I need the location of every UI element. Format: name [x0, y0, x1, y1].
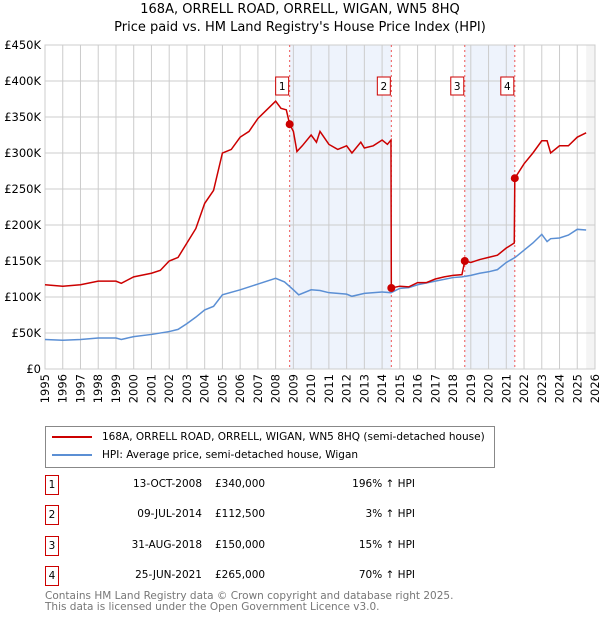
- y-tick-label: £50K: [12, 326, 42, 340]
- sale-date: 09-JUL-2014: [137, 508, 202, 521]
- x-tick-label: 2020: [482, 374, 496, 403]
- sale-row: 2 09-JUL-2014 £112,500 3% ↑ HPI: [45, 505, 445, 526]
- sale-hpi: 70% ↑ HPI: [358, 568, 415, 581]
- legend-red-line: [52, 436, 92, 438]
- x-tick-label: 2010: [304, 374, 318, 403]
- shaded-period-0: [289, 45, 392, 369]
- y-tick-label: £350K: [4, 110, 41, 124]
- x-tick-label: 2022: [517, 374, 531, 403]
- sale-date: 31-AUG-2018: [131, 538, 202, 551]
- x-tick-label: 2007: [251, 374, 265, 403]
- sale-number: 1: [45, 475, 59, 495]
- legend: 168A, ORRELL ROAD, ORRELL, WIGAN, WN5 8H…: [45, 426, 495, 468]
- x-tick-label: 2013: [357, 374, 371, 403]
- x-tick-label: 2005: [215, 374, 229, 403]
- y-tick-label: £450K: [4, 38, 41, 52]
- y-tick-label: £400K: [4, 74, 41, 88]
- y-tick-label: £100K: [4, 290, 41, 304]
- sale-number: 2: [45, 505, 59, 526]
- x-tick-label: 2024: [553, 374, 567, 403]
- sale-label: 3: [454, 81, 461, 93]
- x-tick-label: 1998: [91, 374, 105, 403]
- x-tick-label: 1997: [73, 374, 87, 403]
- x-tick-label: 2002: [162, 374, 176, 403]
- price-chart: £0 £50K £100K £150K £200K £250K £300K £350K £400…: [4, 38, 600, 403]
- sale-row: 3 31-AUG-2018 £150,000 15% ↑ HPI: [45, 535, 445, 556]
- legend-blue-line: [52, 454, 92, 456]
- legend-blue-label: HPI: Average price, semi-detached house,…: [102, 449, 359, 461]
- sale-hpi: 3% ↑ HPI: [365, 508, 415, 521]
- sale-hpi: 196% ↑ HPI: [352, 478, 415, 490]
- sale-hpi: 15% ↑ HPI: [358, 538, 415, 551]
- sale-point: [285, 120, 294, 129]
- x-tick-label: 2008: [269, 374, 283, 403]
- x-tick-label: 2006: [233, 374, 247, 403]
- sale-date: 25-JUN-2021: [135, 568, 202, 581]
- sale-price: £150,000: [215, 538, 266, 551]
- sale-price: £265,000: [215, 568, 266, 581]
- x-tick-label: 2025: [570, 374, 584, 403]
- y-tick-label: £300K: [4, 146, 41, 160]
- x-tick-label: 2003: [180, 374, 194, 403]
- y-tick-label: £200K: [4, 218, 41, 232]
- sale-label-box: [376, 76, 391, 96]
- x-tick-label: 2004: [198, 374, 212, 403]
- x-tick-label: 2012: [340, 374, 354, 403]
- x-tick-label: 2019: [464, 374, 478, 403]
- sale-label: 2: [380, 81, 387, 93]
- y-tick-label: £150K: [4, 254, 41, 268]
- hatched-future: [586, 45, 595, 369]
- y-tick-label: £250K: [4, 182, 41, 196]
- series-line: [44, 100, 587, 289]
- sale-label: 1: [279, 81, 286, 93]
- chart-subtitle: Price paid vs. HM Land Registry's House …: [114, 20, 486, 35]
- sale-price: £112,500: [215, 508, 266, 521]
- x-tick-label: 2026: [588, 374, 600, 403]
- x-tick-label: 2021: [499, 374, 513, 403]
- sale-point: [460, 257, 469, 265]
- series-line: [44, 228, 587, 341]
- sale-point: [387, 284, 396, 292]
- sale-label: 4: [504, 81, 511, 93]
- x-tick-label: 2001: [144, 374, 158, 403]
- sale-date: 13-OCT-2008: [133, 478, 202, 490]
- chart-title: 168A, ORRELL ROAD, ORRELL, WIGAN, WN5 8H…: [140, 2, 460, 17]
- sale-number: 4: [45, 565, 59, 586]
- x-tick-label: 2014: [375, 374, 389, 403]
- y-tick-label: £0: [26, 362, 41, 376]
- sale-label-box: [275, 76, 290, 96]
- sale-label-box: [450, 76, 465, 96]
- x-tick-label: 2000: [127, 374, 141, 403]
- sale-row: 1 13-OCT-2008 £340,000 196% ↑ HPI: [45, 475, 445, 495]
- x-tick-label: 1999: [109, 374, 123, 403]
- plot-frame: [44, 44, 596, 370]
- sale-number: 3: [45, 535, 59, 556]
- footer-line2: This data is licensed under the Open Gov…: [45, 601, 380, 613]
- sale-row: 4 25-JUN-2021 £265,000 70% ↑ HPI: [45, 565, 445, 586]
- x-tick-label: 2015: [393, 374, 407, 403]
- sale-point: [510, 174, 519, 183]
- x-tick-label: 1996: [56, 374, 70, 403]
- sale-price: £340,000: [215, 478, 266, 490]
- x-tick-label: 2023: [535, 374, 549, 403]
- x-tick-label: 2009: [286, 374, 300, 403]
- footer-line1: Contains HM Land Registry data © Crown c…: [45, 590, 454, 602]
- legend-red-label: 168A, ORRELL ROAD, ORRELL, WIGAN, WN5 8H…: [102, 431, 485, 443]
- x-tick-label: 2016: [411, 374, 425, 403]
- x-tick-label: 2011: [322, 374, 336, 403]
- x-tick-label: 1995: [38, 374, 52, 403]
- x-tick-label: 2018: [446, 374, 460, 403]
- sale-label-box: [500, 76, 515, 96]
- x-tick-label: 2017: [428, 374, 442, 403]
